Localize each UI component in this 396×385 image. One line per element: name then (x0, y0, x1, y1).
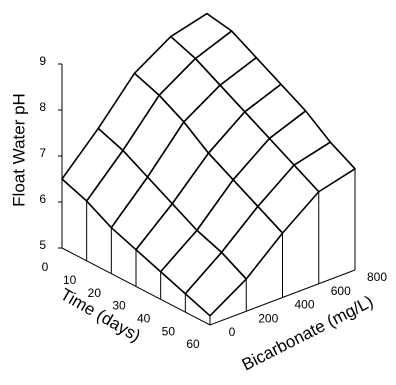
x-tick-label: 60 (186, 337, 200, 351)
x-tick-label: 20 (88, 286, 102, 300)
y-tick-label: 800 (367, 270, 387, 284)
x-tick-label: 0 (42, 260, 49, 274)
y-tick-label: 600 (331, 284, 351, 298)
x-tick-label: 40 (137, 312, 151, 326)
z-tick-label: 9 (39, 54, 46, 68)
y-tick-label: 400 (294, 298, 314, 312)
z-tick-label: 6 (39, 192, 46, 206)
x-tick-label: 50 (162, 324, 176, 338)
floor-edge (61, 247, 356, 326)
x-tick-label: 30 (112, 299, 126, 313)
z-tick-label: 7 (39, 146, 46, 160)
z-tick-label: 5 (39, 238, 46, 252)
z-tick-label: 8 (39, 100, 46, 114)
z-axis-title: Float Water pH (9, 93, 28, 207)
y-tick-label: 0 (229, 325, 236, 339)
x-tick-label: 10 (63, 273, 77, 287)
y-tick-label: 200 (258, 311, 278, 325)
